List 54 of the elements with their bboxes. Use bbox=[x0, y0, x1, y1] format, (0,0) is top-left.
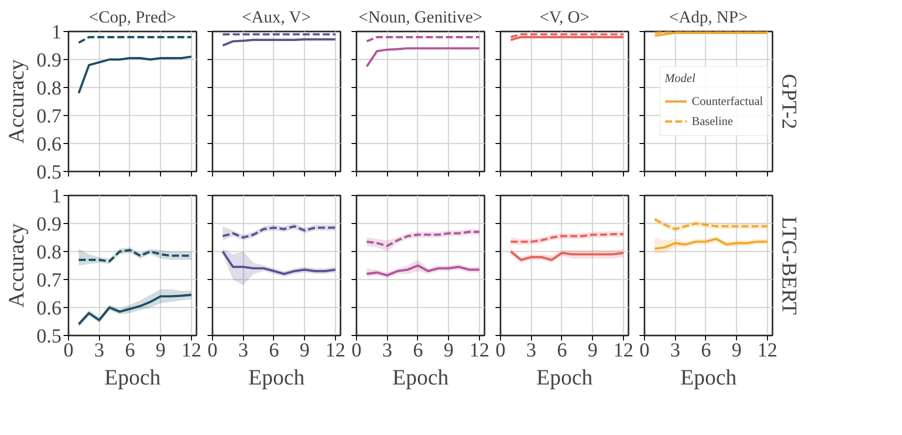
x-tick-label: 6 bbox=[412, 340, 423, 362]
x-tick-label: 3 bbox=[94, 340, 104, 362]
legend-label: Counterfactual bbox=[692, 94, 763, 108]
y-tick-label: 0.5 bbox=[36, 326, 62, 348]
x-axis-title: Epoch bbox=[680, 364, 737, 390]
legend-label: Baseline bbox=[692, 114, 734, 128]
x-tick-label: 0 bbox=[640, 340, 650, 362]
y-tick-label: 1 bbox=[52, 186, 62, 208]
text: GPT-2 bbox=[778, 74, 802, 130]
x-tick-label: 0 bbox=[208, 340, 218, 362]
x-tick-label: 9 bbox=[732, 340, 742, 362]
x-tick-label: 9 bbox=[588, 340, 598, 362]
y-tick-label: 0.6 bbox=[36, 298, 62, 320]
y-tick-label: 0.5 bbox=[36, 162, 62, 184]
chart-title: <Aux, V> bbox=[242, 8, 311, 26]
x-axis-title: Epoch bbox=[104, 364, 161, 390]
x-tick-label: 3 bbox=[670, 340, 680, 362]
y-axis-title: Accuracy bbox=[4, 59, 28, 144]
x-tick-label: 9 bbox=[444, 340, 454, 362]
x-tick-label: 9 bbox=[156, 340, 166, 362]
y-tick-label: 0.9 bbox=[36, 214, 62, 236]
y-tick-label: 0.7 bbox=[36, 106, 62, 128]
y-tick-label: 1 bbox=[52, 22, 62, 44]
y-tick-label: 0.7 bbox=[36, 270, 62, 292]
x-tick-label: 0 bbox=[496, 340, 506, 362]
y-tick-label: 0.9 bbox=[36, 50, 62, 72]
y-axis-title: Accuracy bbox=[4, 223, 28, 308]
x-tick-label: 12 bbox=[613, 340, 634, 362]
x-tick-label: 6 bbox=[268, 340, 279, 362]
text: LTG-BERT bbox=[778, 216, 802, 315]
chart-title: <Cop, Pred> bbox=[88, 8, 176, 26]
x-axis-title: Epoch bbox=[248, 364, 305, 390]
chart-title: <Noun, Genitive> bbox=[358, 8, 483, 26]
x-tick-label: 6 bbox=[124, 340, 135, 362]
x-tick-label: 12 bbox=[757, 340, 778, 362]
chart-title: <V, O> bbox=[539, 8, 590, 26]
x-tick-label: 0 bbox=[64, 340, 74, 362]
x-tick-label: 12 bbox=[325, 340, 346, 362]
y-tick-label: 0.8 bbox=[36, 242, 62, 264]
y-tick-label: 0.6 bbox=[36, 134, 62, 156]
x-tick-label: 3 bbox=[238, 340, 248, 362]
x-tick-label: 3 bbox=[382, 340, 392, 362]
x-tick-label: 9 bbox=[300, 340, 310, 362]
x-tick-label: 0 bbox=[352, 340, 362, 362]
x-tick-label: 12 bbox=[469, 340, 490, 362]
x-axis-title: Epoch bbox=[536, 364, 593, 390]
x-tick-label: 6 bbox=[700, 340, 711, 362]
x-tick-label: 6 bbox=[556, 340, 567, 362]
legend-title: Model bbox=[664, 71, 696, 86]
x-tick-label: 12 bbox=[181, 340, 202, 362]
x-axis-title: Epoch bbox=[392, 364, 449, 390]
x-tick-label: 3 bbox=[526, 340, 536, 362]
y-tick-label: 0.8 bbox=[36, 78, 62, 100]
chart-title: <Adp, NP> bbox=[669, 8, 748, 26]
